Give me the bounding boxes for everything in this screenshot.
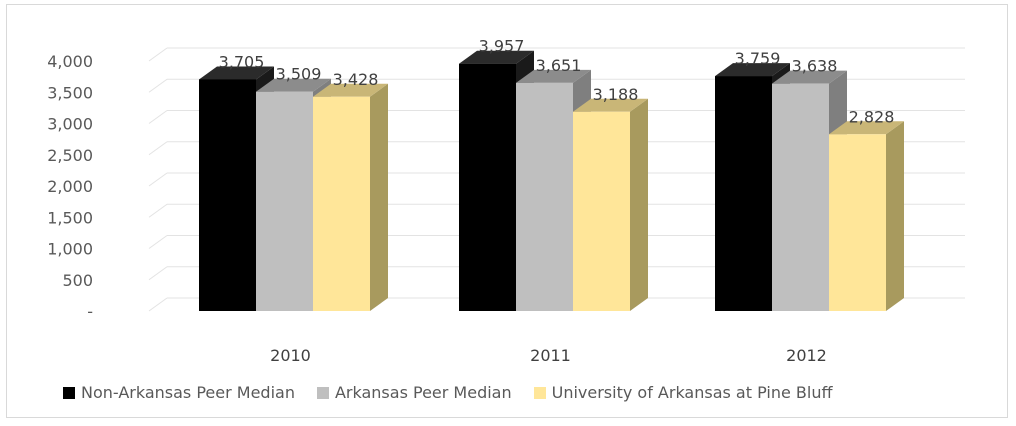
y-tick-label-8: 4,000 (47, 52, 93, 71)
y-tick-label-6: 3,000 (47, 115, 93, 134)
bar-2011-2 (573, 111, 630, 311)
bar-top-2-0 (715, 63, 790, 77)
data-label-2011-0: 3,957 (479, 37, 525, 56)
legend-item-0: Non-Arkansas Peer Median (63, 383, 295, 402)
bar-2010-2 (313, 96, 370, 311)
legend-label-0: Non-Arkansas Peer Median (81, 383, 295, 402)
x-tick-label-2011: 2011 (530, 346, 571, 365)
gridline-side-7 (148, 78, 168, 93)
data-label-2010-1: 3,509 (276, 65, 322, 84)
legend: Non-Arkansas Peer Median Arkansas Peer Me… (63, 383, 855, 402)
bar-side-0-2 (370, 83, 388, 311)
bar-top-1-2 (573, 98, 648, 112)
legend-label-1: Arkansas Peer Median (334, 383, 512, 402)
legend-item-2: University of Arkansas at Pine Bluff (533, 383, 833, 402)
bar-top-1-0 (459, 50, 534, 64)
bar-top-1-1 (516, 69, 591, 83)
gridline-side-1 (148, 266, 168, 281)
gridline-side-2 (148, 235, 168, 249)
bar-side-2-2 (886, 121, 904, 311)
y-tick-label-7: 3,500 (47, 83, 93, 102)
data-label-2011-1: 3,651 (536, 56, 582, 75)
x-tick-label-2010: 2010 (270, 346, 311, 365)
chart-frame: - 500 1,000 1,500 2,000 2,500 3,000 3,500 4,000 3… (6, 4, 1008, 418)
bar-top-0-1 (256, 78, 331, 92)
legend-swatch-2 (533, 386, 546, 399)
y-tick-label-1: 500 (62, 271, 93, 290)
gridline-side-4 (148, 172, 168, 187)
gridline-side-5 (148, 141, 168, 156)
y-tick-label-3: 1,500 (47, 208, 93, 227)
bar-2011-1 (516, 82, 573, 311)
data-label-2011-2: 3,188 (593, 85, 639, 104)
bar-chart: - 500 1,000 1,500 2,000 2,500 3,000 3,500 4,000 3… (47, 37, 965, 365)
legend-swatch-1 (316, 386, 329, 399)
x-tick-label-2012: 2012 (786, 346, 827, 365)
gridline-side-6 (148, 110, 168, 124)
bar-side-1-2 (630, 98, 648, 311)
gridline-side-3 (148, 203, 168, 218)
legend-item-1: Arkansas Peer Median (316, 383, 512, 402)
bar-top-0-2 (313, 83, 388, 97)
bar-2012-0 (715, 76, 772, 311)
data-label-2012-1: 3,638 (792, 57, 838, 76)
bar-2012-1 (772, 83, 829, 311)
data-label-2012-0: 3,759 (735, 49, 781, 68)
bar-top-2-1 (772, 70, 847, 84)
legend-swatch-0 (63, 386, 75, 399)
data-label-2010-2: 3,428 (333, 70, 379, 89)
bar-2012-2 (829, 134, 886, 311)
y-tick-label-4: 2,000 (47, 177, 93, 196)
bar-2010-1 (256, 91, 313, 311)
data-label-2012-2: 2,828 (849, 107, 895, 126)
gridline-side-0 (148, 297, 168, 312)
y-tick-label-5: 2,500 (47, 146, 93, 165)
y-tick-label-2: 1,000 (47, 240, 93, 259)
gridline-side-8 (148, 47, 168, 62)
bar-top-0-0 (199, 66, 274, 80)
bar-2010-0 (199, 79, 256, 311)
data-label-2010-0: 3,705 (219, 52, 265, 71)
y-tick-label-0: - (87, 302, 93, 321)
legend-label-2: University of Arkansas at Pine Bluff (551, 383, 833, 402)
bar-top-2-2 (829, 121, 904, 135)
bar-2011-0 (459, 63, 516, 311)
